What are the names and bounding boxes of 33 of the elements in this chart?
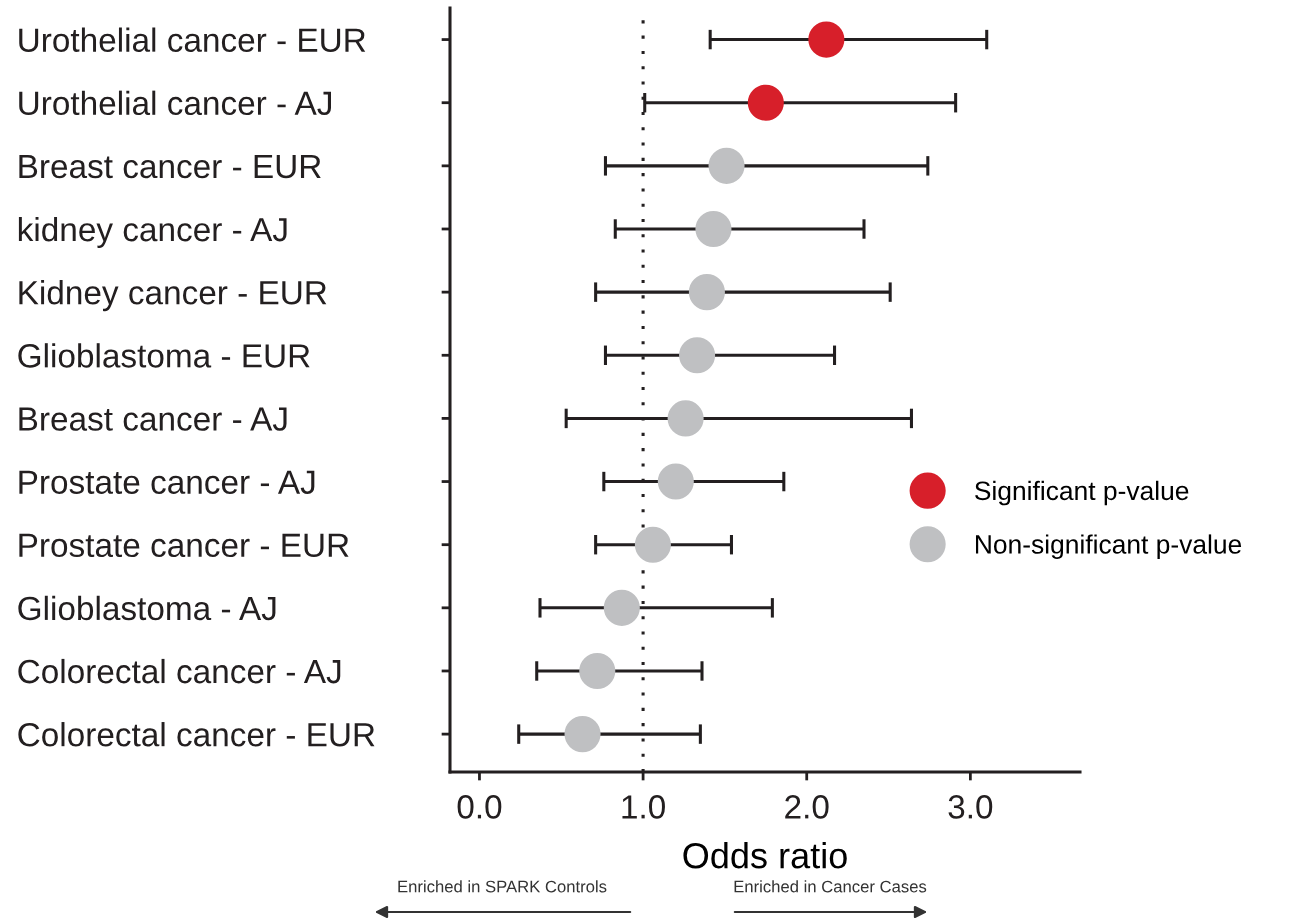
y-tick-label: Colorectal cancer - AJ (18, 658, 341, 684)
y-tick-label: Colorectal cancer - EUR (18, 722, 375, 747)
x-tick-label: 3.0 (948, 795, 993, 819)
y-tick-label: Kidney cancer - EUR (19, 280, 327, 312)
point (657, 463, 694, 500)
point (688, 274, 725, 311)
y-tick-label: Urothelial cancer - AJ (19, 90, 331, 116)
point (564, 716, 601, 753)
legend-label: Significant p-value (975, 480, 1189, 506)
y-tick-label: Breast cancer - AJ (19, 407, 287, 431)
x-axis-title: Odds ratio (683, 841, 847, 869)
y-tick-label: Prostate cancer - EUR (19, 533, 349, 558)
point (808, 21, 845, 58)
y-tick-label: kidney cancer - AJ (18, 216, 287, 248)
y-tick-label: Prostate cancer - AJ (19, 470, 315, 494)
point (708, 147, 745, 184)
y-tick-label: Urothelial cancer - EUR (19, 27, 366, 52)
legend-label: Non-significant p-value (975, 534, 1242, 559)
x-tick-label: 0.0 (457, 795, 502, 819)
text: Enriched in SPARK Controls (398, 880, 607, 893)
y-tick-label: Glioblastoma - EUR (18, 343, 310, 368)
point (667, 400, 704, 437)
y-tick-label: Glioblastoma - AJ (18, 595, 276, 621)
point (695, 210, 732, 248)
point (747, 84, 784, 121)
point (679, 337, 716, 374)
point (603, 589, 640, 626)
point (579, 652, 616, 690)
x-tick-label: 2.0 (785, 795, 829, 819)
text: Enriched in Cancer Cases (734, 880, 927, 893)
point (634, 526, 671, 563)
y-tick-label: Breast cancer - EUR (19, 155, 321, 179)
x-tick-label: 1.0 (622, 795, 665, 819)
